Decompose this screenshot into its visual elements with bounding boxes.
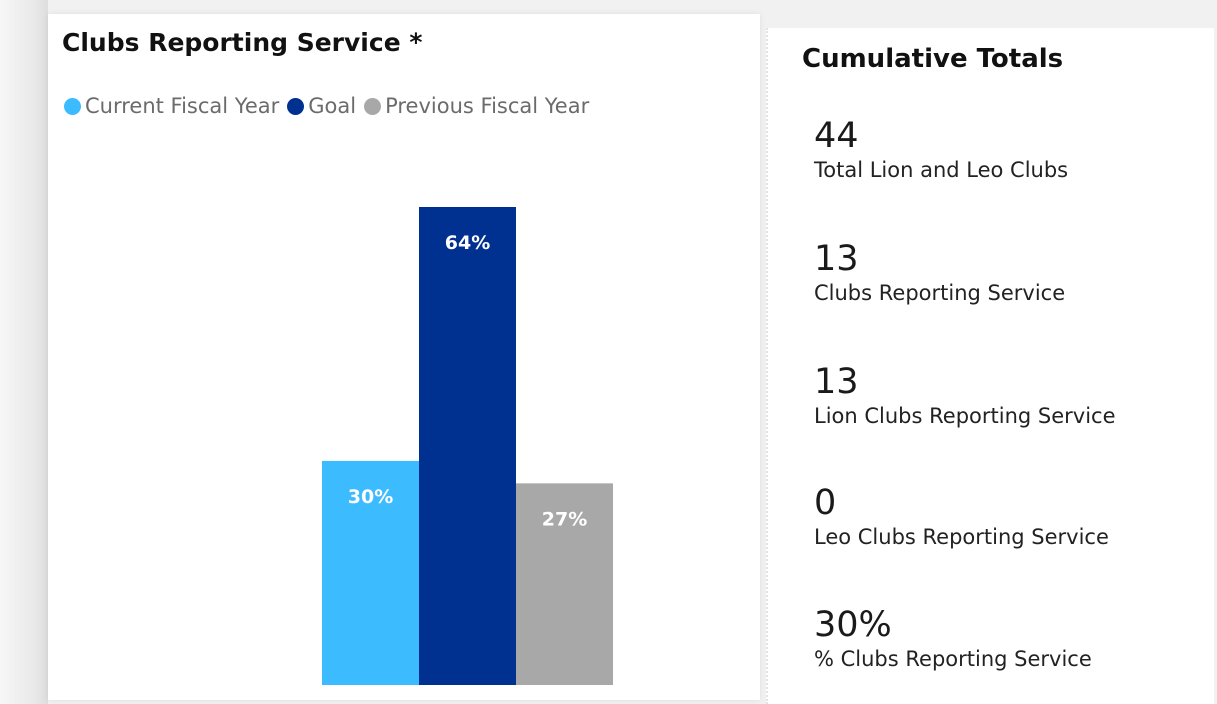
legend-item-previous-fiscal-year[interactable]: Previous Fiscal Year — [364, 94, 589, 118]
bar-current-fiscal-year[interactable] — [322, 460, 419, 685]
metric-label: Leo Clubs Reporting Service — [814, 525, 1109, 549]
legend-label: Current Fiscal Year — [85, 94, 280, 118]
metric-value: 30% — [814, 605, 892, 645]
metric-percent-clubs-reporting: 30% % Clubs Reporting Service — [814, 605, 1092, 673]
cumulative-totals-card: Cumulative Totals 44 Total Lion and Leo … — [766, 28, 1214, 704]
metric-value: 13 — [814, 362, 859, 402]
metric-label: Total Lion and Leo Clubs — [814, 158, 1069, 182]
metric-label: Clubs Reporting Service — [814, 281, 1066, 305]
chart-title: Clubs Reporting Service * — [62, 28, 423, 57]
bar-data-label: 27% — [542, 508, 587, 530]
metric-value: 44 — [814, 116, 859, 156]
bar-chart-plot: 30% 64% 27% — [322, 207, 613, 685]
legend-dot-icon — [287, 97, 305, 115]
legend-item-current-fiscal-year[interactable]: Current Fiscal Year — [64, 94, 279, 118]
metric-leo-clubs-reporting: 0 Leo Clubs Reporting Service — [814, 483, 1109, 551]
metric-label: Lion Clubs Reporting Service — [814, 404, 1116, 428]
clubs-reporting-chart-panel: Clubs Reporting Service * Current Fiscal… — [48, 14, 760, 700]
chart-legend: Current Fiscal Year Goal Previous Fiscal… — [64, 94, 597, 118]
legend-item-goal[interactable]: Goal — [287, 94, 356, 118]
metric-label: % Clubs Reporting Service — [814, 647, 1092, 671]
metric-clubs-reporting: 13 Clubs Reporting Service — [814, 239, 1065, 307]
legend-label: Goal — [308, 94, 357, 118]
bar-goal[interactable] — [419, 207, 516, 685]
metric-lion-clubs-reporting: 13 Lion Clubs Reporting Service — [814, 362, 1116, 430]
metric-value: 13 — [814, 239, 859, 279]
canvas-left-shadow — [0, 0, 48, 704]
metric-value: 0 — [814, 483, 837, 523]
legend-dot-icon — [364, 97, 382, 115]
bar-previous-fiscal-year[interactable] — [516, 483, 613, 685]
totals-title: Cumulative Totals — [802, 44, 1064, 74]
metric-total-clubs: 44 Total Lion and Leo Clubs — [814, 116, 1068, 184]
bar-data-label: 30% — [348, 486, 393, 508]
legend-dot-icon — [64, 97, 81, 115]
bar-data-label: 64% — [445, 232, 490, 254]
legend-label: Previous Fiscal Year — [385, 94, 590, 118]
